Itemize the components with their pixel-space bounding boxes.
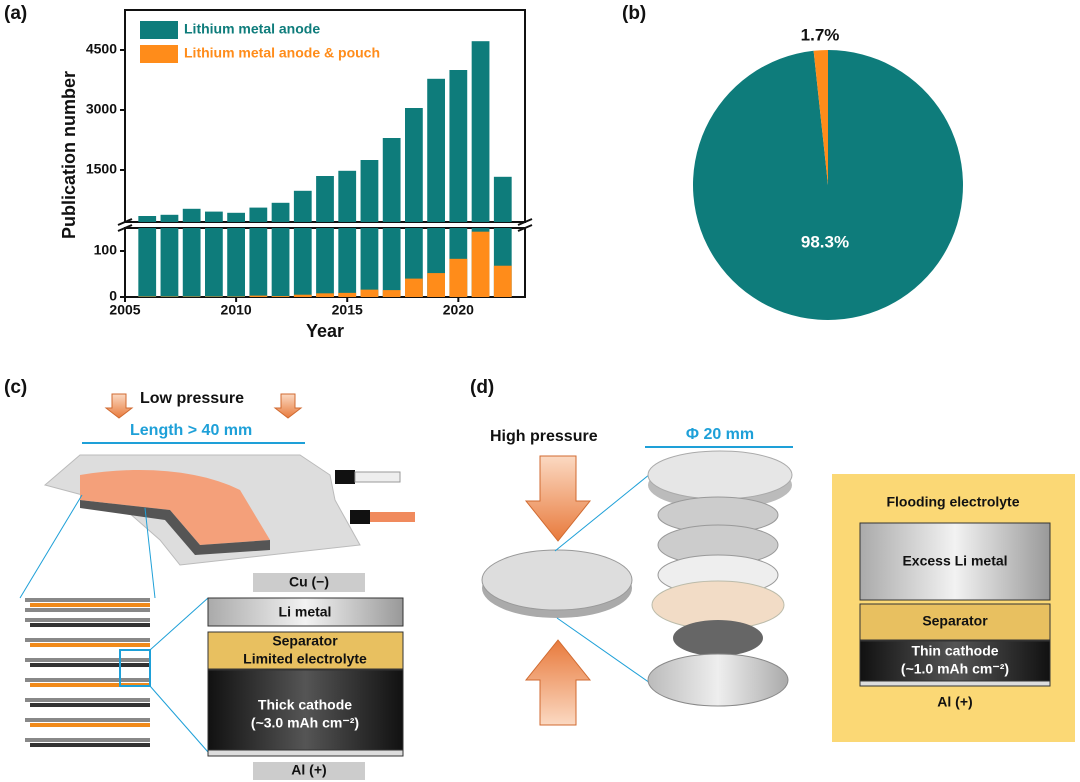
bar (338, 292, 357, 297)
bar (360, 160, 379, 222)
bar (493, 265, 512, 297)
panel-label: (b) (622, 3, 646, 24)
x-tick-label: 2010 (221, 302, 252, 318)
bar (138, 216, 157, 222)
al-label: Al (+) (291, 762, 326, 778)
bar (160, 214, 179, 222)
bar (271, 228, 290, 297)
bar (205, 211, 223, 222)
axis-break-gap (519, 223, 531, 227)
x-axis-title: Year (306, 321, 344, 341)
cathode-label: Thick cathode (258, 697, 352, 713)
bar (449, 70, 468, 222)
bar (427, 273, 445, 297)
y-tick-label: 3000 (86, 101, 117, 117)
li-label: Excess Li metal (902, 553, 1007, 569)
panel-label: (a) (4, 3, 27, 24)
bar (316, 176, 334, 222)
electrolyte-label: Flooding electrolyte (886, 494, 1019, 510)
capacity-label: (~1.0 mAh cm⁻²) (901, 661, 1009, 677)
bar (382, 228, 401, 297)
bar (471, 41, 490, 223)
panel-label: (d) (470, 377, 494, 398)
bar (493, 176, 512, 222)
pressure-label: High pressure (490, 428, 598, 445)
y-tick-label: 4500 (86, 41, 117, 57)
al-label: Al (+) (937, 694, 972, 710)
x-tick-label: 2020 (443, 302, 474, 318)
diameter-label: Φ 20 mm (686, 426, 754, 443)
y-tick-label: 1500 (86, 161, 117, 177)
bar (471, 231, 490, 297)
bar (382, 290, 401, 297)
bar (382, 138, 401, 222)
bar (405, 278, 423, 297)
axis-break (517, 218, 533, 226)
li-label: Li metal (279, 604, 332, 620)
y-axis-title: Publication number (59, 71, 79, 239)
axis-break (117, 224, 133, 232)
x-tick-label: 2005 (109, 302, 140, 318)
bar (316, 228, 334, 297)
bar (160, 228, 179, 297)
y-tick-label: 0 (109, 288, 117, 304)
axis-break (517, 224, 533, 232)
bar (227, 212, 245, 222)
bar (271, 296, 290, 297)
legend-swatch (140, 45, 178, 63)
bar (249, 295, 268, 297)
cu-label: Cu (−) (289, 574, 329, 590)
y-tick-label: 100 (94, 242, 118, 258)
bar (338, 170, 357, 222)
axis-break (117, 218, 133, 226)
capacity-label: (~3.0 mAh cm⁻²) (251, 715, 359, 731)
pie-slice (813, 50, 828, 185)
bar (249, 207, 268, 222)
bar (182, 228, 201, 297)
legend-label: Lithium metal anode (184, 21, 320, 37)
pouch-diagram: Low pressure Length > 40 mm Cu (−) Li me… (19, 390, 415, 780)
separator-label: Separator (272, 633, 338, 649)
bar (338, 228, 357, 297)
bar (293, 190, 312, 222)
bar (449, 258, 468, 297)
bar (293, 228, 312, 297)
x-tick-label: 2015 (332, 302, 363, 318)
panel-label: (c) (4, 377, 27, 398)
bar (182, 208, 201, 222)
bar (249, 228, 268, 297)
bar (316, 293, 334, 297)
bar (271, 202, 290, 222)
bar (205, 228, 223, 297)
cathode-label: Thin cathode (911, 643, 998, 659)
bar (405, 108, 423, 222)
length-label: Length > 40 mm (130, 422, 252, 439)
data-label: 98.3% (801, 232, 849, 251)
electrolyte-label: Limited electrolyte (243, 651, 367, 667)
legend-swatch (140, 21, 178, 39)
bar (360, 228, 379, 297)
coin-diagram: High pressure Φ 20 mm Flooding electroly… (481, 426, 1075, 742)
pressure-label: Low pressure (140, 390, 244, 407)
axis-break-gap (119, 223, 131, 227)
data-label: 1.7% (801, 26, 840, 45)
bar (227, 228, 245, 297)
bar (427, 78, 445, 222)
bar (293, 294, 312, 297)
bar (360, 289, 379, 297)
bar (138, 228, 157, 297)
separator-label: Separator (922, 613, 988, 629)
legend-label: Lithium metal anode & pouch (184, 45, 380, 61)
pie-slice (693, 50, 963, 321)
